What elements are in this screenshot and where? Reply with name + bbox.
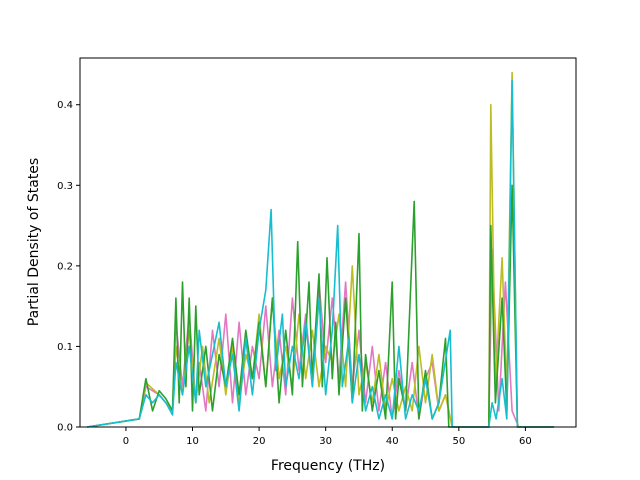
x-axis-label: Frequency (THz) — [271, 458, 385, 474]
y-tick-label: 0.0 — [57, 423, 73, 434]
axes-frame — [79, 57, 577, 428]
plot-area — [87, 71, 554, 428]
x-axis: 0 10 20 30 40 50 60 — [123, 427, 532, 447]
x-tick-label: 30 — [319, 436, 332, 447]
x-tick-label: 60 — [519, 436, 532, 447]
series-line-2 — [87, 71, 554, 428]
y-tick-label: 0.2 — [57, 261, 73, 272]
series-line-3 — [87, 184, 554, 428]
y-tick-label: 0.1 — [57, 342, 73, 353]
x-tick-label: 20 — [253, 436, 266, 447]
y-tick-label: 0.4 — [57, 100, 73, 111]
x-tick-label: 50 — [452, 436, 465, 447]
x-tick-label: 10 — [186, 436, 199, 447]
y-axis: 0.0 0.1 0.2 0.3 0.4 — [57, 100, 80, 434]
y-tick-label: 0.3 — [57, 181, 73, 192]
x-tick-label: 0 — [123, 436, 129, 447]
y-axis-label: Partial Density of States — [26, 158, 42, 326]
x-tick-label: 40 — [386, 436, 399, 447]
series-line-4 — [87, 79, 554, 428]
